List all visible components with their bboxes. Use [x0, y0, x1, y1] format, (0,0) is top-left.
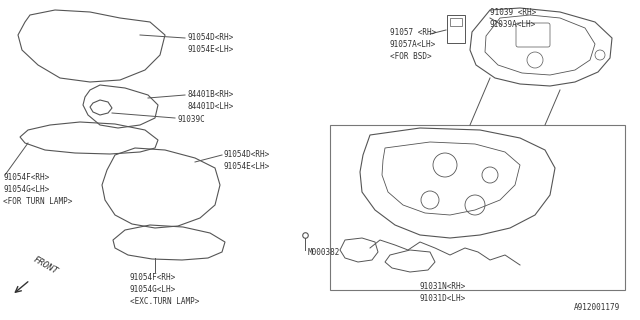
- Text: 91054F<RH>
91054G<LH>
<FOR TURN LAMP>: 91054F<RH> 91054G<LH> <FOR TURN LAMP>: [3, 173, 72, 206]
- Text: 91054D<RH>
91054E<LH>: 91054D<RH> 91054E<LH>: [187, 33, 233, 54]
- Text: 91039C: 91039C: [177, 115, 205, 124]
- Text: 91054F<RH>
91054G<LH>
<EXC.TURN LAMP>: 91054F<RH> 91054G<LH> <EXC.TURN LAMP>: [130, 273, 200, 306]
- Text: M000382: M000382: [308, 248, 340, 257]
- Text: 91057 <RH>
91057A<LH>
<FOR BSD>: 91057 <RH> 91057A<LH> <FOR BSD>: [390, 28, 436, 60]
- Text: 84401B<RH>
84401D<LH>: 84401B<RH> 84401D<LH>: [187, 90, 233, 111]
- Text: 91031N<RH>
91031D<LH>: 91031N<RH> 91031D<LH>: [420, 282, 467, 303]
- Text: 91039 <RH>
91039A<LH>: 91039 <RH> 91039A<LH>: [490, 8, 536, 29]
- Text: A912001179: A912001179: [573, 303, 620, 312]
- Text: FRONT: FRONT: [32, 255, 60, 276]
- Text: 91054D<RH>
91054E<LH>: 91054D<RH> 91054E<LH>: [224, 150, 270, 171]
